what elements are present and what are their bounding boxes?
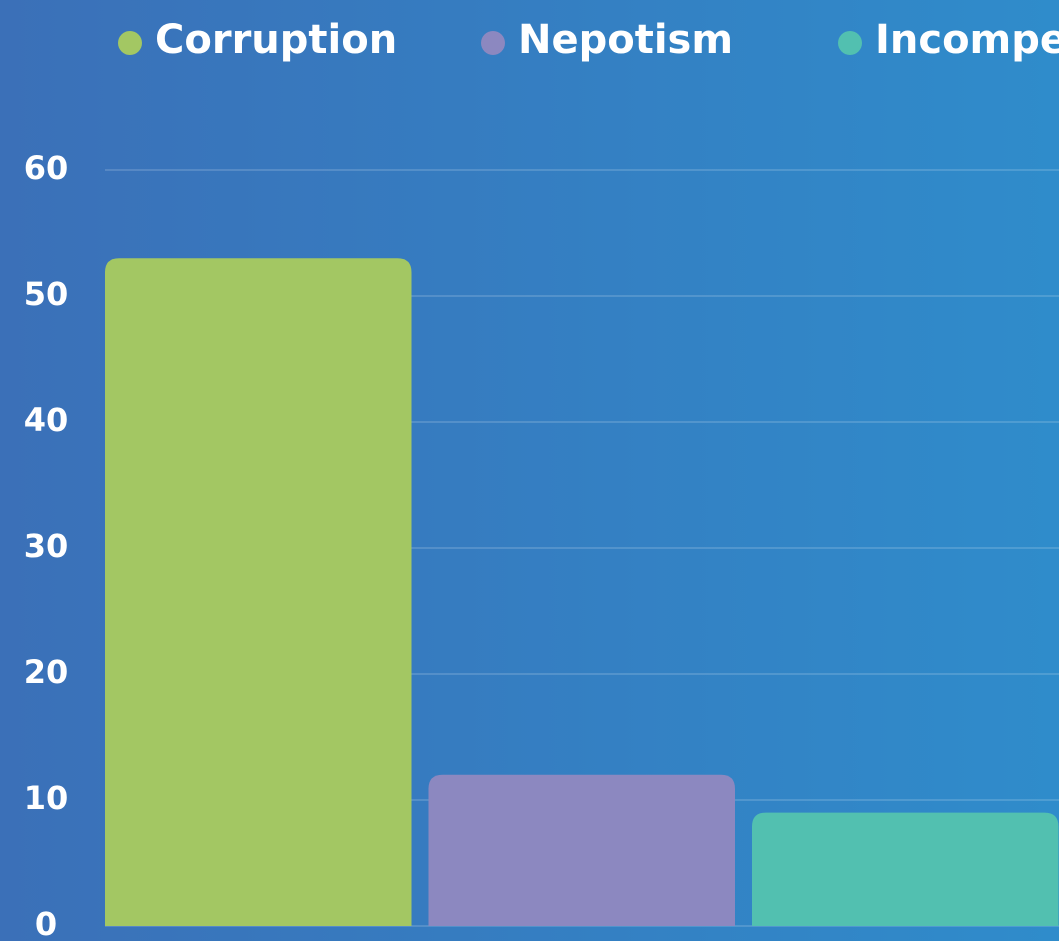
y-tick-label: 50 (24, 275, 69, 313)
y-tick-label: 60 (24, 149, 69, 187)
y-tick-label: 10 (24, 779, 69, 817)
legend-marker (838, 31, 862, 55)
bar (752, 812, 1059, 926)
y-tick-label: 40 (24, 401, 69, 439)
y-tick-label: 20 (24, 653, 69, 691)
legend-label: Nepotism (518, 17, 733, 63)
bar (428, 774, 735, 926)
y-tick-label: 30 (24, 527, 69, 565)
legend-label: Incompe (875, 17, 1059, 63)
legend-label: Corruption (155, 17, 397, 63)
legend-marker (118, 31, 142, 55)
y-tick-label: 0 (35, 905, 57, 941)
bar (105, 258, 412, 926)
legend-marker (481, 31, 505, 55)
